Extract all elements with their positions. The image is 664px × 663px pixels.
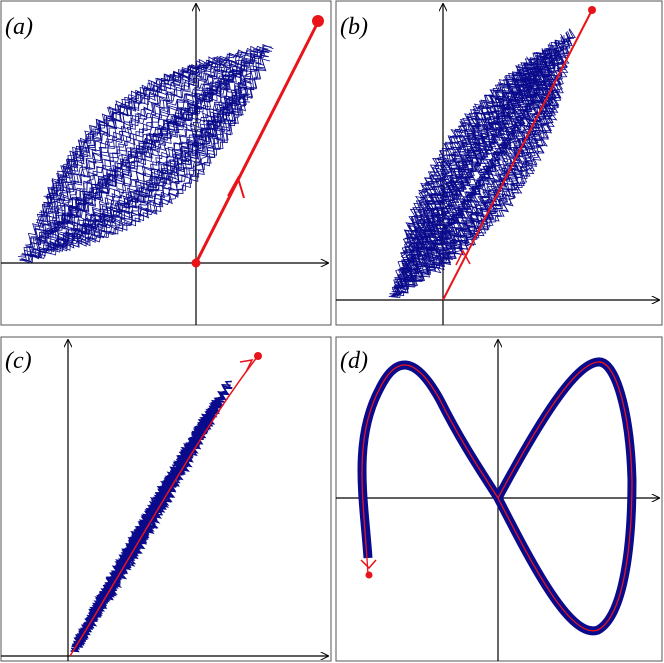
trajectory <box>442 61 567 261</box>
end-point <box>312 15 324 27</box>
trajectory <box>408 45 550 239</box>
trajectory <box>399 31 571 287</box>
end-point <box>588 6 596 14</box>
end-point <box>365 571 373 579</box>
reference-curve <box>361 361 633 632</box>
panel-label: (b) <box>340 14 368 40</box>
trajectory <box>24 59 231 246</box>
panel-frame <box>0 0 332 326</box>
trajectory <box>21 86 247 262</box>
trajectory <box>64 81 247 237</box>
trajectory <box>389 52 552 297</box>
panel-label: (c) <box>5 348 32 374</box>
panel-frame <box>0 336 332 662</box>
trajectory <box>423 84 540 256</box>
trajectory <box>39 45 268 217</box>
trajectory <box>17 61 235 258</box>
trajectory <box>51 53 258 215</box>
trajectory <box>408 56 546 259</box>
direction-arrow <box>455 249 471 266</box>
direction-arrow <box>239 359 254 373</box>
reference-line <box>442 9 593 301</box>
trajectory <box>56 50 270 224</box>
trajectory <box>36 47 269 239</box>
direction-arrow <box>227 175 245 199</box>
panel-label: (a) <box>5 14 33 40</box>
trajectory-cloud <box>17 28 576 653</box>
trajectory <box>407 76 557 282</box>
trajectory <box>41 49 270 240</box>
reference-line <box>194 17 322 264</box>
trajectory <box>19 71 240 261</box>
panel-frame <box>335 0 663 326</box>
end-point <box>254 352 262 360</box>
start-point <box>191 258 201 268</box>
trajectory <box>396 47 560 289</box>
panel-label: (d) <box>340 348 368 374</box>
trajectory <box>425 75 554 262</box>
trajectory <box>20 63 240 256</box>
trajectory <box>35 96 246 257</box>
trajectory <box>433 86 557 265</box>
trajectory <box>93 385 233 616</box>
trajectory <box>35 59 226 225</box>
trajectory <box>21 64 250 256</box>
trajectory <box>44 61 215 208</box>
panel-frame <box>335 336 663 662</box>
trajectory <box>19 100 236 264</box>
trajectory <box>403 56 531 239</box>
trajectory <box>52 77 251 245</box>
trajectory <box>402 72 549 283</box>
trajectory <box>49 59 239 212</box>
trajectory <box>400 48 545 257</box>
direction-arrow <box>360 559 377 570</box>
trajectory <box>431 90 562 274</box>
trajectory <box>76 67 266 247</box>
reference-curve <box>69 355 259 657</box>
trajectory <box>391 62 538 293</box>
trajectory <box>63 86 254 249</box>
trajectory <box>37 48 268 240</box>
